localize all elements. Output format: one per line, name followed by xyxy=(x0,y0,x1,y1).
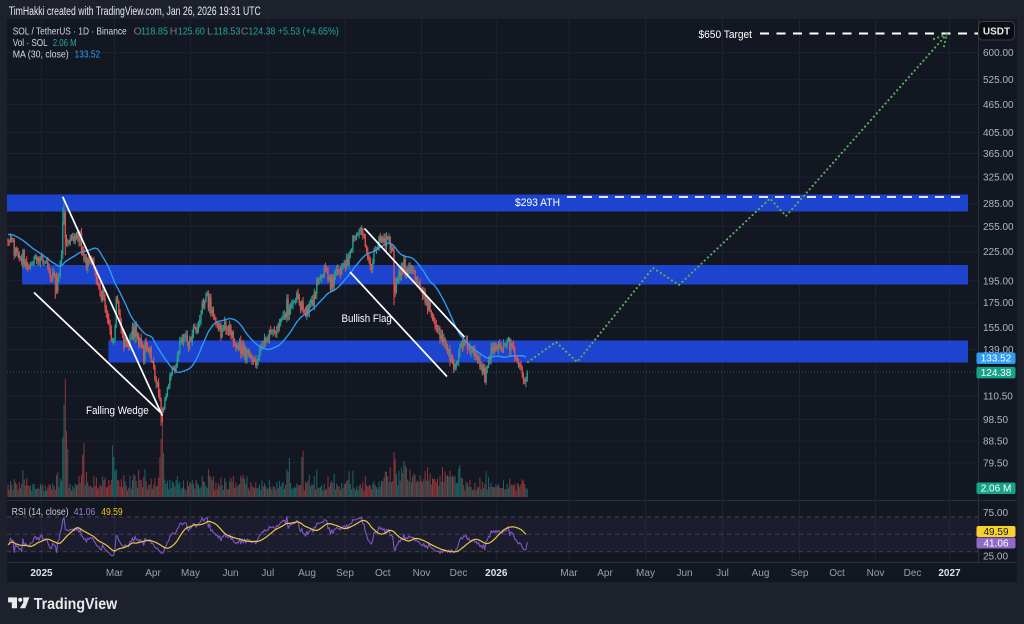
svg-text:225.00: 225.00 xyxy=(983,247,1014,258)
svg-text:79.50: 79.50 xyxy=(983,458,1008,469)
svg-text:$650 Target: $650 Target xyxy=(699,29,753,41)
svg-text:75.00: 75.00 xyxy=(983,508,1008,519)
svg-text:2027: 2027 xyxy=(938,568,961,579)
svg-text:118.53: 118.53 xyxy=(214,26,241,38)
svg-text:25.00: 25.00 xyxy=(983,552,1008,563)
svg-text:+5.53 (+4.65%): +5.53 (+4.65%) xyxy=(278,26,339,38)
svg-text:Apr: Apr xyxy=(597,568,613,579)
svg-text:88.50: 88.50 xyxy=(983,437,1008,448)
svg-text:405.00: 405.00 xyxy=(983,128,1014,139)
svg-text:365.00: 365.00 xyxy=(983,149,1014,160)
svg-text:2.06 M: 2.06 M xyxy=(981,484,1012,495)
svg-text:Nov: Nov xyxy=(413,568,431,579)
svg-text:$293 ATH: $293 ATH xyxy=(515,197,560,209)
svg-text:May: May xyxy=(181,568,200,579)
svg-text:465.00: 465.00 xyxy=(983,100,1014,111)
svg-text:98.50: 98.50 xyxy=(983,415,1008,426)
svg-text:49.59: 49.59 xyxy=(101,507,123,518)
svg-text:C: C xyxy=(241,26,249,38)
svg-text:Nov: Nov xyxy=(867,568,885,579)
svg-text:Jun: Jun xyxy=(676,568,692,579)
svg-text:Sep: Sep xyxy=(336,568,354,579)
svg-text:133.52: 133.52 xyxy=(75,48,101,60)
svg-text:Aug: Aug xyxy=(752,568,770,579)
svg-text:MA (30, close): MA (30, close) xyxy=(13,48,69,60)
svg-text:May: May xyxy=(636,568,655,579)
svg-text:Vol · SOL: Vol · SOL xyxy=(13,37,48,49)
svg-text:124.38: 124.38 xyxy=(248,26,275,38)
svg-text:110.50: 110.50 xyxy=(983,392,1013,403)
svg-text:600.00: 600.00 xyxy=(983,48,1014,59)
svg-text:125.60: 125.60 xyxy=(178,26,205,38)
svg-text:2026: 2026 xyxy=(485,568,508,579)
svg-text:Oct: Oct xyxy=(375,568,391,579)
svg-text:H: H xyxy=(170,26,178,38)
svg-text:Jul: Jul xyxy=(261,568,274,579)
svg-text:Aug: Aug xyxy=(298,568,316,579)
svg-text:2.06 M: 2.06 M xyxy=(53,37,77,49)
svg-text:Dec: Dec xyxy=(450,568,468,579)
svg-text:Apr: Apr xyxy=(145,568,161,579)
svg-text:285.00: 285.00 xyxy=(983,199,1014,210)
svg-text:TradingView: TradingView xyxy=(34,596,118,613)
svg-text:Jul: Jul xyxy=(716,568,729,579)
svg-text:Dec: Dec xyxy=(904,568,922,579)
svg-text:2025: 2025 xyxy=(30,568,53,579)
svg-text:49.59: 49.59 xyxy=(983,527,1008,538)
svg-text:Jun: Jun xyxy=(222,568,238,579)
svg-text:124.38: 124.38 xyxy=(981,368,1012,379)
svg-text:O: O xyxy=(134,26,142,38)
svg-text:USDT: USDT xyxy=(983,27,1010,38)
svg-text:Bullish Flag: Bullish Flag xyxy=(342,313,392,325)
svg-text:195.00: 195.00 xyxy=(983,276,1014,287)
svg-text:SOL / TetherUS · 1D · Binance: SOL / TetherUS · 1D · Binance xyxy=(13,26,127,38)
svg-text:Mar: Mar xyxy=(560,568,578,579)
svg-text:TimHakki created with TradingV: TimHakki created with TradingView.com, J… xyxy=(9,6,261,18)
svg-text:L: L xyxy=(207,26,213,38)
svg-text:175.00: 175.00 xyxy=(983,298,1014,309)
svg-text:RSI (14, close): RSI (14, close) xyxy=(12,507,69,518)
svg-text:325.00: 325.00 xyxy=(983,173,1014,184)
svg-text:Oct: Oct xyxy=(829,568,845,579)
svg-text:Sep: Sep xyxy=(791,568,809,579)
svg-text:255.00: 255.00 xyxy=(983,222,1014,233)
svg-text:118.85: 118.85 xyxy=(141,26,168,38)
svg-text:41.06: 41.06 xyxy=(74,507,96,518)
svg-text:Mar: Mar xyxy=(106,568,124,579)
svg-text:155.00: 155.00 xyxy=(983,323,1014,334)
svg-text:133.52: 133.52 xyxy=(981,354,1012,365)
svg-text:139.00: 139.00 xyxy=(983,345,1014,356)
svg-text:41.06: 41.06 xyxy=(983,538,1008,549)
svg-text:Falling Wedge: Falling Wedge xyxy=(86,405,149,417)
svg-text:525.00: 525.00 xyxy=(983,75,1014,86)
